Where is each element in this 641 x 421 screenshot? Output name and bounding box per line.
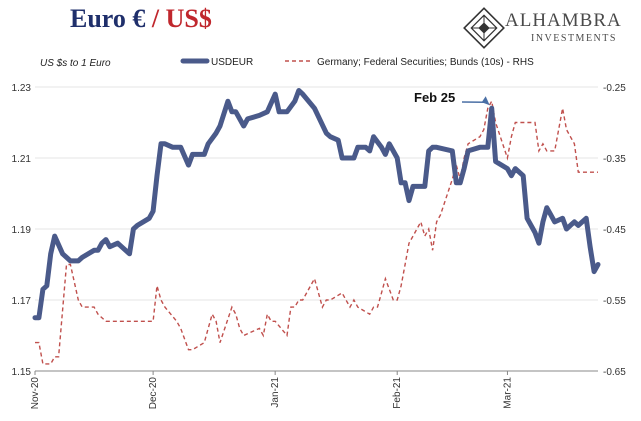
y-left-tick-label: 1.19 <box>12 225 32 236</box>
y-left-tick-label: 1.15 <box>12 367 32 378</box>
y-right-tick-label: -0.25 <box>603 83 626 94</box>
x-tick-label: Feb-21 <box>392 377 403 409</box>
y-right-tick-label: -0.45 <box>603 225 626 236</box>
series-line-usdeur <box>32 88 601 321</box>
brand-sub: INVESTMENTS <box>531 33 617 44</box>
units-note: US $s to 1 Euro <box>40 58 111 69</box>
x-tick-label: Mar-21 <box>502 377 513 409</box>
legend-bund-label: Germany; Federal Securities; Bunds (10s)… <box>317 57 534 68</box>
chart-title: Euro € / US$ <box>70 4 212 34</box>
series-layer <box>32 88 601 365</box>
title-usd: US$ <box>165 4 212 33</box>
title-euro: Euro € <box>70 4 146 33</box>
legend: USDEUR Germany; Federal Securities; Bund… <box>180 57 534 68</box>
feb25-annotation: Feb 25 <box>414 90 490 106</box>
x-axis: Nov-20 Dec-20 Jan-21 Feb-21 Mar-21 <box>30 370 598 410</box>
legend-usdeur-label: USDEUR <box>211 57 253 68</box>
y-right-tick-label: -0.65 <box>603 367 626 378</box>
right-axis: -0.25 -0.35 -0.45 -0.55 -0.65 <box>603 83 626 378</box>
y-right-tick-label: -0.55 <box>603 296 626 307</box>
series-line-bund <box>35 99 598 365</box>
alhambra-logo-icon <box>463 7 505 49</box>
feb25-label: Feb 25 <box>414 90 455 105</box>
brand-name: ALHAMBRA <box>505 10 622 31</box>
title-separator: / <box>151 4 160 33</box>
x-tick-label: Nov-20 <box>30 377 41 410</box>
feb25-arrowhead-icon <box>481 96 490 106</box>
left-axis: 1.15 1.17 1.19 1.21 1.23 <box>12 83 32 378</box>
x-tick-label: Dec-20 <box>148 377 159 410</box>
x-tick-label: Jan-21 <box>270 377 281 408</box>
y-right-tick-label: -0.35 <box>603 154 626 165</box>
y-left-tick-label: 1.21 <box>12 154 32 165</box>
y-left-tick-label: 1.23 <box>12 83 32 94</box>
y-left-tick-label: 1.17 <box>12 296 32 307</box>
